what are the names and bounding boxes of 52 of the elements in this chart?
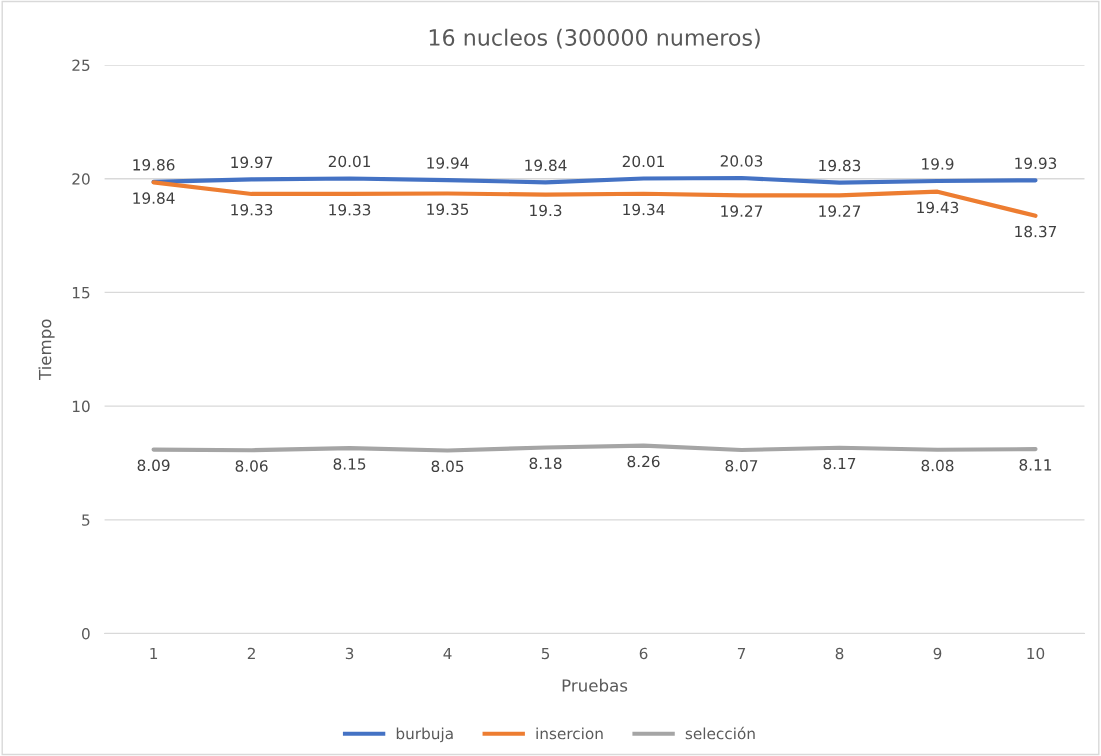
- y-tick-label: 15: [72, 287, 90, 299]
- y-tick-label: 10: [72, 400, 90, 413]
- x-tick-label: 10: [1027, 647, 1045, 660]
- x-tick-label: 4: [443, 647, 452, 660]
- x-tick-label: 8: [835, 647, 844, 660]
- x-tick-label: 1: [150, 647, 158, 660]
- data-label: 19.84: [133, 192, 175, 204]
- legend-label: insercion: [536, 727, 603, 740]
- data-label: 19.34: [623, 203, 665, 216]
- data-label: 8.11: [1019, 459, 1052, 471]
- data-label: 19.3: [530, 204, 562, 217]
- legend-label: burbuja: [396, 727, 453, 743]
- y-axis-title: Tiempo: [38, 319, 55, 381]
- data-label: 8.18: [529, 457, 562, 470]
- data-label: 19.35: [427, 203, 469, 216]
- data-label: 19.33: [231, 203, 273, 216]
- y-tick-label: 25: [72, 59, 90, 72]
- data-label: 8.06: [235, 460, 268, 472]
- data-label: 19.43: [917, 201, 959, 214]
- data-label: 19.9: [922, 158, 954, 170]
- data-label: 19.97: [231, 156, 273, 169]
- x-tick-label: 5: [541, 647, 550, 660]
- y-tick-label: 5: [82, 514, 90, 526]
- data-label: 19.93: [1015, 157, 1057, 170]
- data-label: 19.94: [427, 157, 469, 169]
- x-tick-label: 6: [639, 647, 648, 660]
- data-label: 20.01: [622, 155, 664, 168]
- data-label: 8.17: [823, 457, 856, 470]
- data-label: 19.33: [329, 203, 371, 216]
- data-label: 8.08: [921, 459, 954, 472]
- data-label: 19.27: [721, 205, 763, 217]
- x-tick-label: 3: [345, 647, 354, 660]
- data-label: 19.84: [525, 159, 567, 172]
- x-tick-label: 2: [247, 647, 255, 660]
- y-tick-label: 20: [72, 173, 90, 185]
- x-tick-label: 9: [933, 647, 942, 660]
- data-label: 20.03: [720, 155, 763, 167]
- data-label: 19.86: [133, 159, 175, 171]
- data-label: 8.26: [627, 455, 660, 468]
- data-label: 18.37: [1015, 225, 1057, 238]
- legend-label: selección: [685, 726, 755, 740]
- data-label: 8.09: [137, 459, 170, 472]
- x-axis-title: Pruebas: [562, 678, 628, 692]
- chart-title: 16 nucleos (300000 numeros): [429, 28, 760, 49]
- data-label: 19.27: [819, 205, 861, 217]
- data-label: 8.07: [725, 460, 758, 472]
- data-label: 19.83: [819, 159, 861, 172]
- x-tick-label: 7: [737, 647, 746, 660]
- data-label: 8.15: [333, 458, 366, 470]
- data-label: 8.05: [431, 460, 464, 473]
- data-label: 20.01: [328, 155, 371, 168]
- y-tick-label: 0: [81, 627, 90, 640]
